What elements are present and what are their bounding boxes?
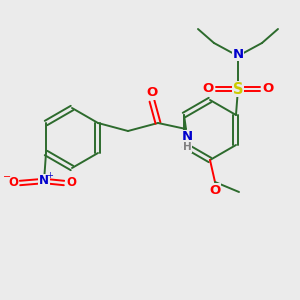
Text: O: O — [209, 184, 220, 196]
Text: N: N — [232, 47, 244, 61]
Text: N: N — [39, 175, 49, 188]
Text: H: H — [183, 142, 191, 152]
Text: O: O — [146, 86, 158, 100]
Text: +: + — [46, 172, 53, 181]
Text: O: O — [8, 176, 18, 190]
Text: −: − — [3, 172, 11, 182]
Text: S: S — [233, 82, 243, 97]
Text: O: O — [66, 176, 76, 190]
Text: O: O — [202, 82, 214, 95]
Text: N: N — [182, 130, 193, 143]
Text: O: O — [262, 82, 274, 95]
